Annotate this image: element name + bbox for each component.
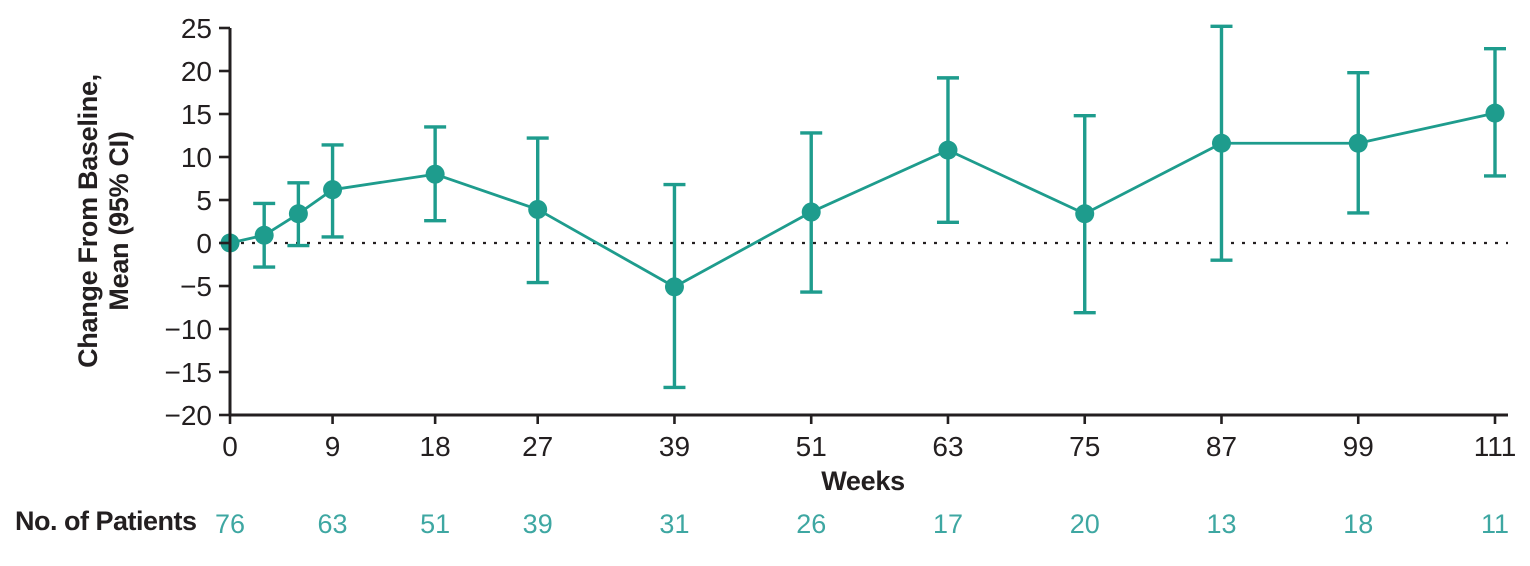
data-point-marker — [1485, 103, 1505, 123]
patients-count: 13 — [1206, 509, 1236, 539]
x-tick-label: 39 — [659, 431, 690, 462]
patients-count: 63 — [318, 509, 348, 539]
y-tick-label: −15 — [165, 357, 213, 388]
data-point-marker — [1348, 133, 1368, 153]
x-tick-label: 18 — [420, 431, 451, 462]
data-point-marker — [254, 225, 274, 245]
data-point-marker — [528, 199, 548, 219]
series-line — [229, 111, 1496, 289]
y-tick-label: −10 — [165, 314, 213, 345]
y-tick-label: 0 — [196, 228, 212, 259]
y-axis-title-line1: Change From Baseline, — [73, 74, 103, 368]
patients-count: 20 — [1070, 509, 1100, 539]
y-tick-label: 20 — [181, 56, 212, 87]
patients-count: 39 — [523, 509, 553, 539]
y-axis-title: Change From Baseline, Mean (95% CI) — [73, 11, 135, 431]
data-point-marker — [1211, 133, 1231, 153]
x-tick-label: 27 — [522, 431, 553, 462]
patients-count: 17 — [933, 509, 963, 539]
data-point-marker — [938, 140, 958, 160]
data-point-marker — [664, 277, 684, 297]
y-tick-label: 25 — [181, 13, 212, 44]
patients-count: 31 — [659, 509, 689, 539]
patients-count: 76 — [215, 509, 245, 539]
x-tick-label: 99 — [1343, 431, 1374, 462]
y-tick-label: −5 — [180, 271, 212, 302]
x-tick-label: 75 — [1069, 431, 1100, 462]
data-point-marker — [288, 204, 308, 224]
patients-row-label: No. of Patients — [15, 506, 197, 536]
data-point-marker — [425, 164, 445, 184]
x-tick-label: 111 — [1474, 431, 1517, 462]
x-tick-label: 63 — [932, 431, 963, 462]
patients-count: 26 — [796, 509, 826, 539]
patients-count: 18 — [1343, 509, 1373, 539]
data-point-marker — [1075, 204, 1095, 224]
y-tick-label: −20 — [165, 400, 213, 431]
y-tick-label: 15 — [181, 99, 212, 130]
x-tick-label: 51 — [796, 431, 827, 462]
y-axis-title-line2: Mean (95% CI) — [104, 131, 134, 311]
data-point-marker — [323, 180, 343, 200]
x-tick-label: 9 — [325, 431, 341, 462]
x-tick-label: 0 — [222, 431, 238, 462]
y-tick-label: 10 — [181, 142, 212, 173]
data-point-marker — [801, 202, 821, 222]
x-tick-label: 87 — [1206, 431, 1237, 462]
x-axis-title: Weeks — [821, 466, 905, 496]
patients-count: 11 — [1481, 509, 1509, 539]
y-tick-label: 5 — [196, 185, 212, 216]
patients-count: 51 — [420, 509, 450, 539]
